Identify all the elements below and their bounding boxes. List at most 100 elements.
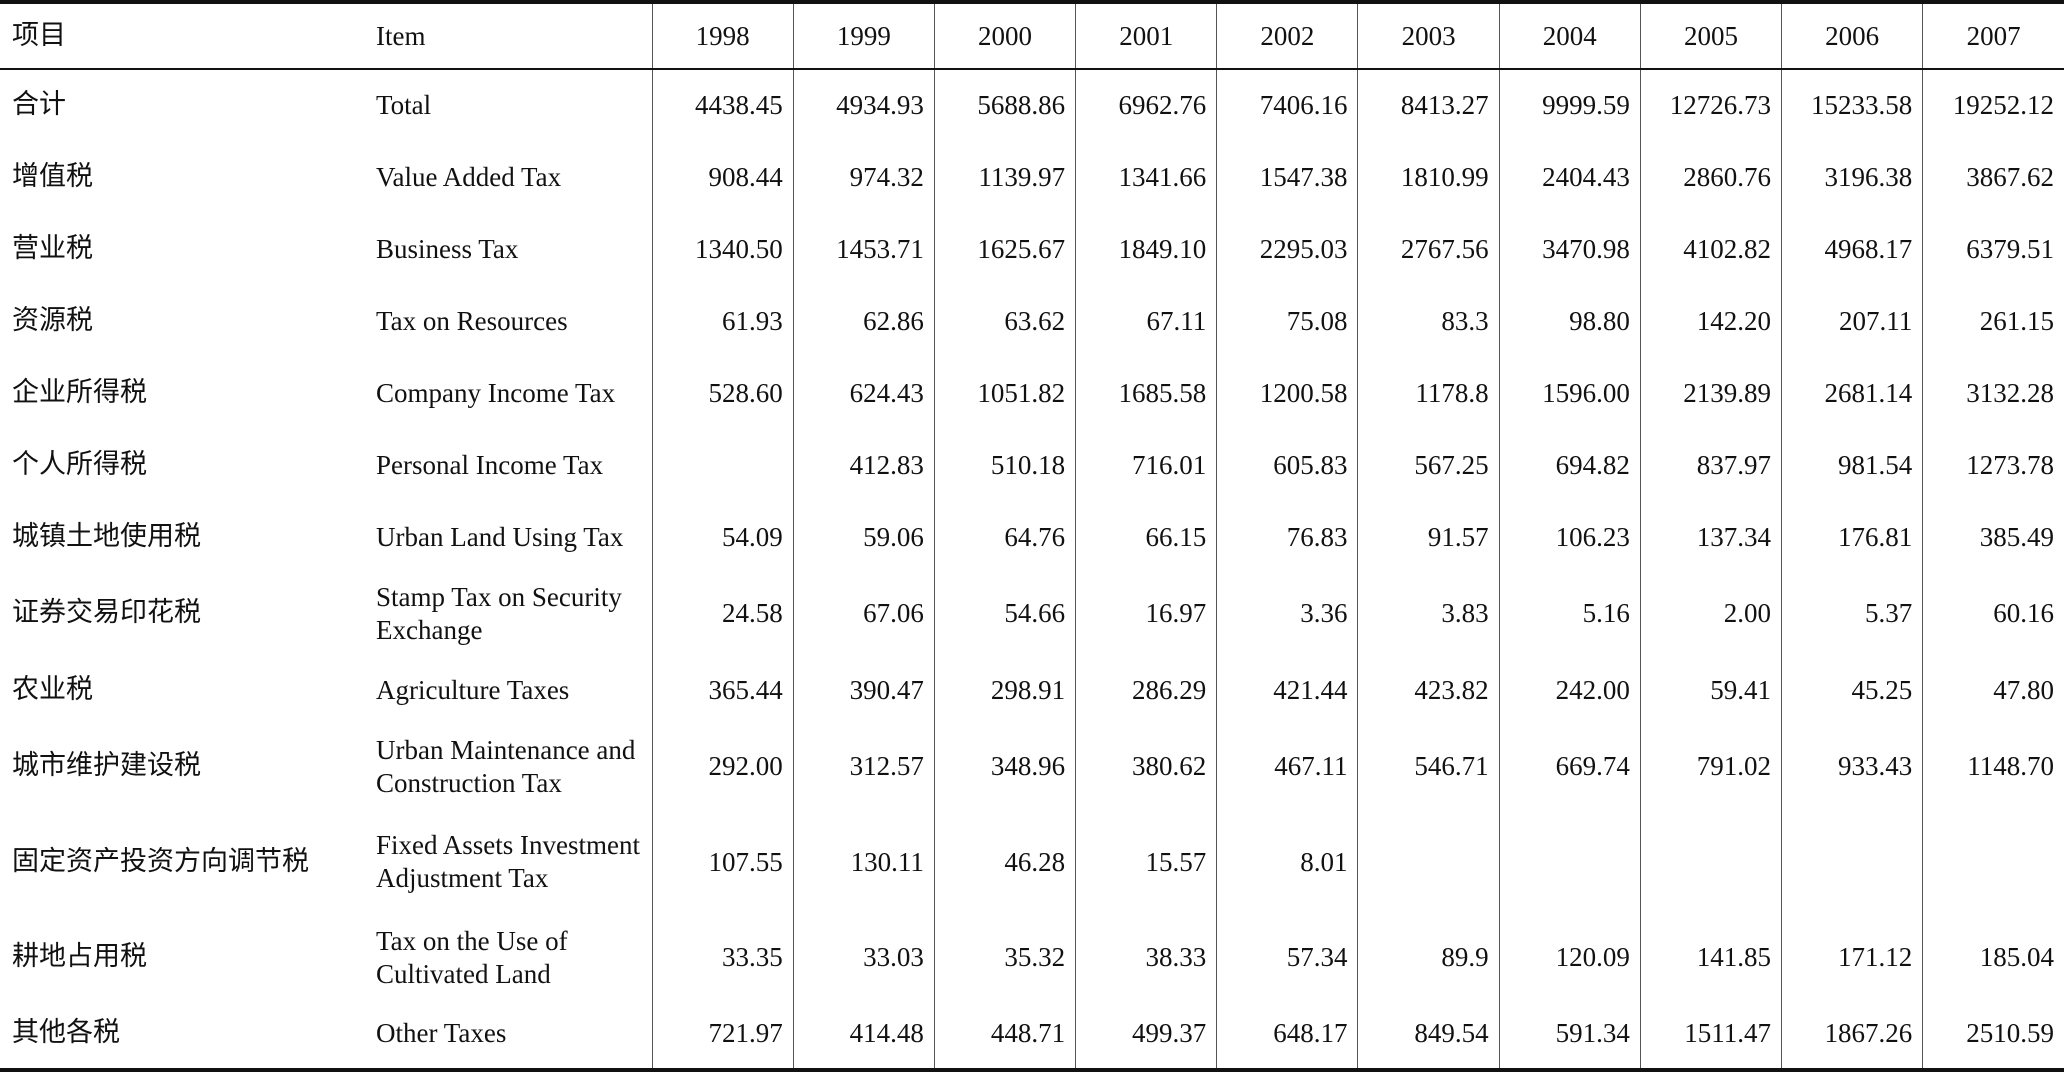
value-cell: 4102.82 (1639, 213, 1782, 285)
value-cell: 1200.58 (1216, 357, 1358, 429)
value-cell: 908.44 (651, 141, 794, 213)
header-year-9: 2006 (1781, 2, 1923, 69)
header-year-3: 2000 (933, 2, 1076, 69)
value-cell: 380.62 (1075, 726, 1217, 807)
value-cell: 47.80 (1922, 654, 2064, 726)
value-cell: 721.97 (651, 998, 794, 1070)
value-cell: 12726.73 (1639, 69, 1782, 141)
table-row: 营业税 Business Tax 1340.50 1453.71 1625.67 1849… (0, 213, 2064, 285)
value-cell: 4934.93 (792, 69, 935, 141)
value-cell: 3470.98 (1498, 213, 1641, 285)
header-year-6: 2003 (1357, 2, 1500, 69)
value-cell: 3132.28 (1922, 357, 2064, 429)
value-cell: 171.12 (1781, 917, 1923, 998)
value-cell: 33.03 (792, 917, 935, 998)
value-cell: 385.49 (1922, 501, 2064, 573)
table-row: 耕地占用税 Tax on the Use of Cultivated Land 33… (0, 917, 2064, 998)
value-cell: 2139.89 (1639, 357, 1782, 429)
value-cell: 448.71 (933, 998, 1076, 1070)
value-cell: 59.41 (1639, 654, 1782, 726)
value-cell: 2.00 (1639, 573, 1782, 654)
value-cell: 974.32 (792, 141, 935, 213)
value-cell: 1139.97 (933, 141, 1076, 213)
value-cell: 312.57 (792, 726, 935, 807)
table-row: 证券交易印花税 Stamp Tax on Security Exchange 24.… (0, 573, 2064, 654)
value-cell: 54.66 (933, 573, 1076, 654)
table-body: 合计 Total 4438.45 4934.93 5688.86 6962.76 7406.… (0, 69, 2064, 1070)
value-cell: 261.15 (1922, 285, 2064, 357)
header-item-en: Item (376, 20, 426, 51)
row-label-en: Tax on Resources (376, 305, 568, 336)
value-cell: 5688.86 (933, 69, 1076, 141)
value-cell: 716.01 (1075, 429, 1217, 501)
value-cell: 1810.99 (1357, 141, 1500, 213)
table-row: 个人所得税 Personal Income Tax 412.83 510.18 716.… (0, 429, 2064, 501)
value-cell: 2860.76 (1639, 141, 1782, 213)
value-cell: 62.86 (792, 285, 935, 357)
value-cell (1922, 807, 2064, 917)
row-label-en: Other Taxes (376, 1017, 507, 1048)
value-cell: 1596.00 (1498, 357, 1641, 429)
value-cell: 567.25 (1357, 429, 1500, 501)
value-cell: 837.97 (1639, 429, 1782, 501)
value-cell: 605.83 (1216, 429, 1358, 501)
value-cell: 106.23 (1498, 501, 1641, 573)
header-year-2: 1999 (792, 2, 935, 69)
value-cell: 365.44 (651, 654, 794, 726)
value-cell: 15233.58 (1781, 69, 1923, 141)
value-cell: 185.04 (1922, 917, 2064, 998)
row-label-en: Personal Income Tax (376, 449, 604, 480)
row-label-cn: 城镇土地使用税 (12, 520, 201, 552)
value-cell: 4968.17 (1781, 213, 1923, 285)
value-cell: 298.91 (933, 654, 1076, 726)
header-year-10: 2007 (1922, 2, 2064, 69)
value-cell: 76.83 (1216, 501, 1358, 573)
row-label-en: Business Tax (376, 233, 519, 264)
header-year-7: 2004 (1498, 2, 1641, 69)
value-cell: 107.55 (651, 807, 794, 917)
table-row: 增值税 Value Added Tax 908.44 974.32 1139.97 134… (0, 141, 2064, 213)
row-label-cn: 企业所得税 (12, 376, 147, 408)
value-cell: 61.93 (651, 285, 794, 357)
row-label-en: Urban Land Using Tax (376, 521, 624, 552)
row-label-cn: 证券交易印花税 (12, 597, 201, 629)
value-cell: 45.25 (1781, 654, 1923, 726)
row-label-cn: 个人所得税 (12, 448, 147, 480)
row-label-cn: 资源税 (12, 304, 93, 336)
value-cell: 64.76 (933, 501, 1076, 573)
row-label-en: Agriculture Taxes (376, 674, 570, 705)
value-cell: 38.33 (1075, 917, 1217, 998)
row-label-en: Tax on the Use of Cultivated Land (376, 925, 568, 989)
value-cell: 57.34 (1216, 917, 1358, 998)
value-cell: 1178.8 (1357, 357, 1500, 429)
value-cell: 421.44 (1216, 654, 1358, 726)
row-label-cn: 营业税 (12, 232, 93, 264)
value-cell: 19252.12 (1922, 69, 2064, 141)
header-row: 项目 Item 1998 1999 2000 2001 2002 2003 2004 2005… (0, 2, 2064, 69)
value-cell: 60.16 (1922, 573, 2064, 654)
value-cell: 176.81 (1781, 501, 1923, 573)
table-header: 项目 Item 1998 1999 2000 2001 2002 2003 2004 2005… (0, 2, 2064, 69)
value-cell: 6962.76 (1075, 69, 1217, 141)
table-row: 合计 Total 4438.45 4934.93 5688.86 6962.76 7406.… (0, 69, 2064, 141)
value-cell: 467.11 (1216, 726, 1358, 807)
value-cell (651, 429, 794, 501)
value-cell: 75.08 (1216, 285, 1358, 357)
value-cell: 66.15 (1075, 501, 1217, 573)
value-cell: 791.02 (1639, 726, 1782, 807)
value-cell: 1340.50 (651, 213, 794, 285)
value-cell: 390.47 (792, 654, 935, 726)
value-cell: 59.06 (792, 501, 935, 573)
row-label-en: Stamp Tax on Security Exchange (376, 581, 622, 645)
value-cell: 1051.82 (933, 357, 1076, 429)
value-cell: 67.11 (1075, 285, 1217, 357)
value-cell: 1547.38 (1216, 141, 1358, 213)
value-cell (1639, 807, 1782, 917)
value-cell: 120.09 (1498, 917, 1641, 998)
header-year-1: 1998 (651, 2, 794, 69)
value-cell: 1341.66 (1075, 141, 1217, 213)
value-cell: 624.43 (792, 357, 935, 429)
value-cell: 499.37 (1075, 998, 1217, 1070)
value-cell: 648.17 (1216, 998, 1358, 1070)
